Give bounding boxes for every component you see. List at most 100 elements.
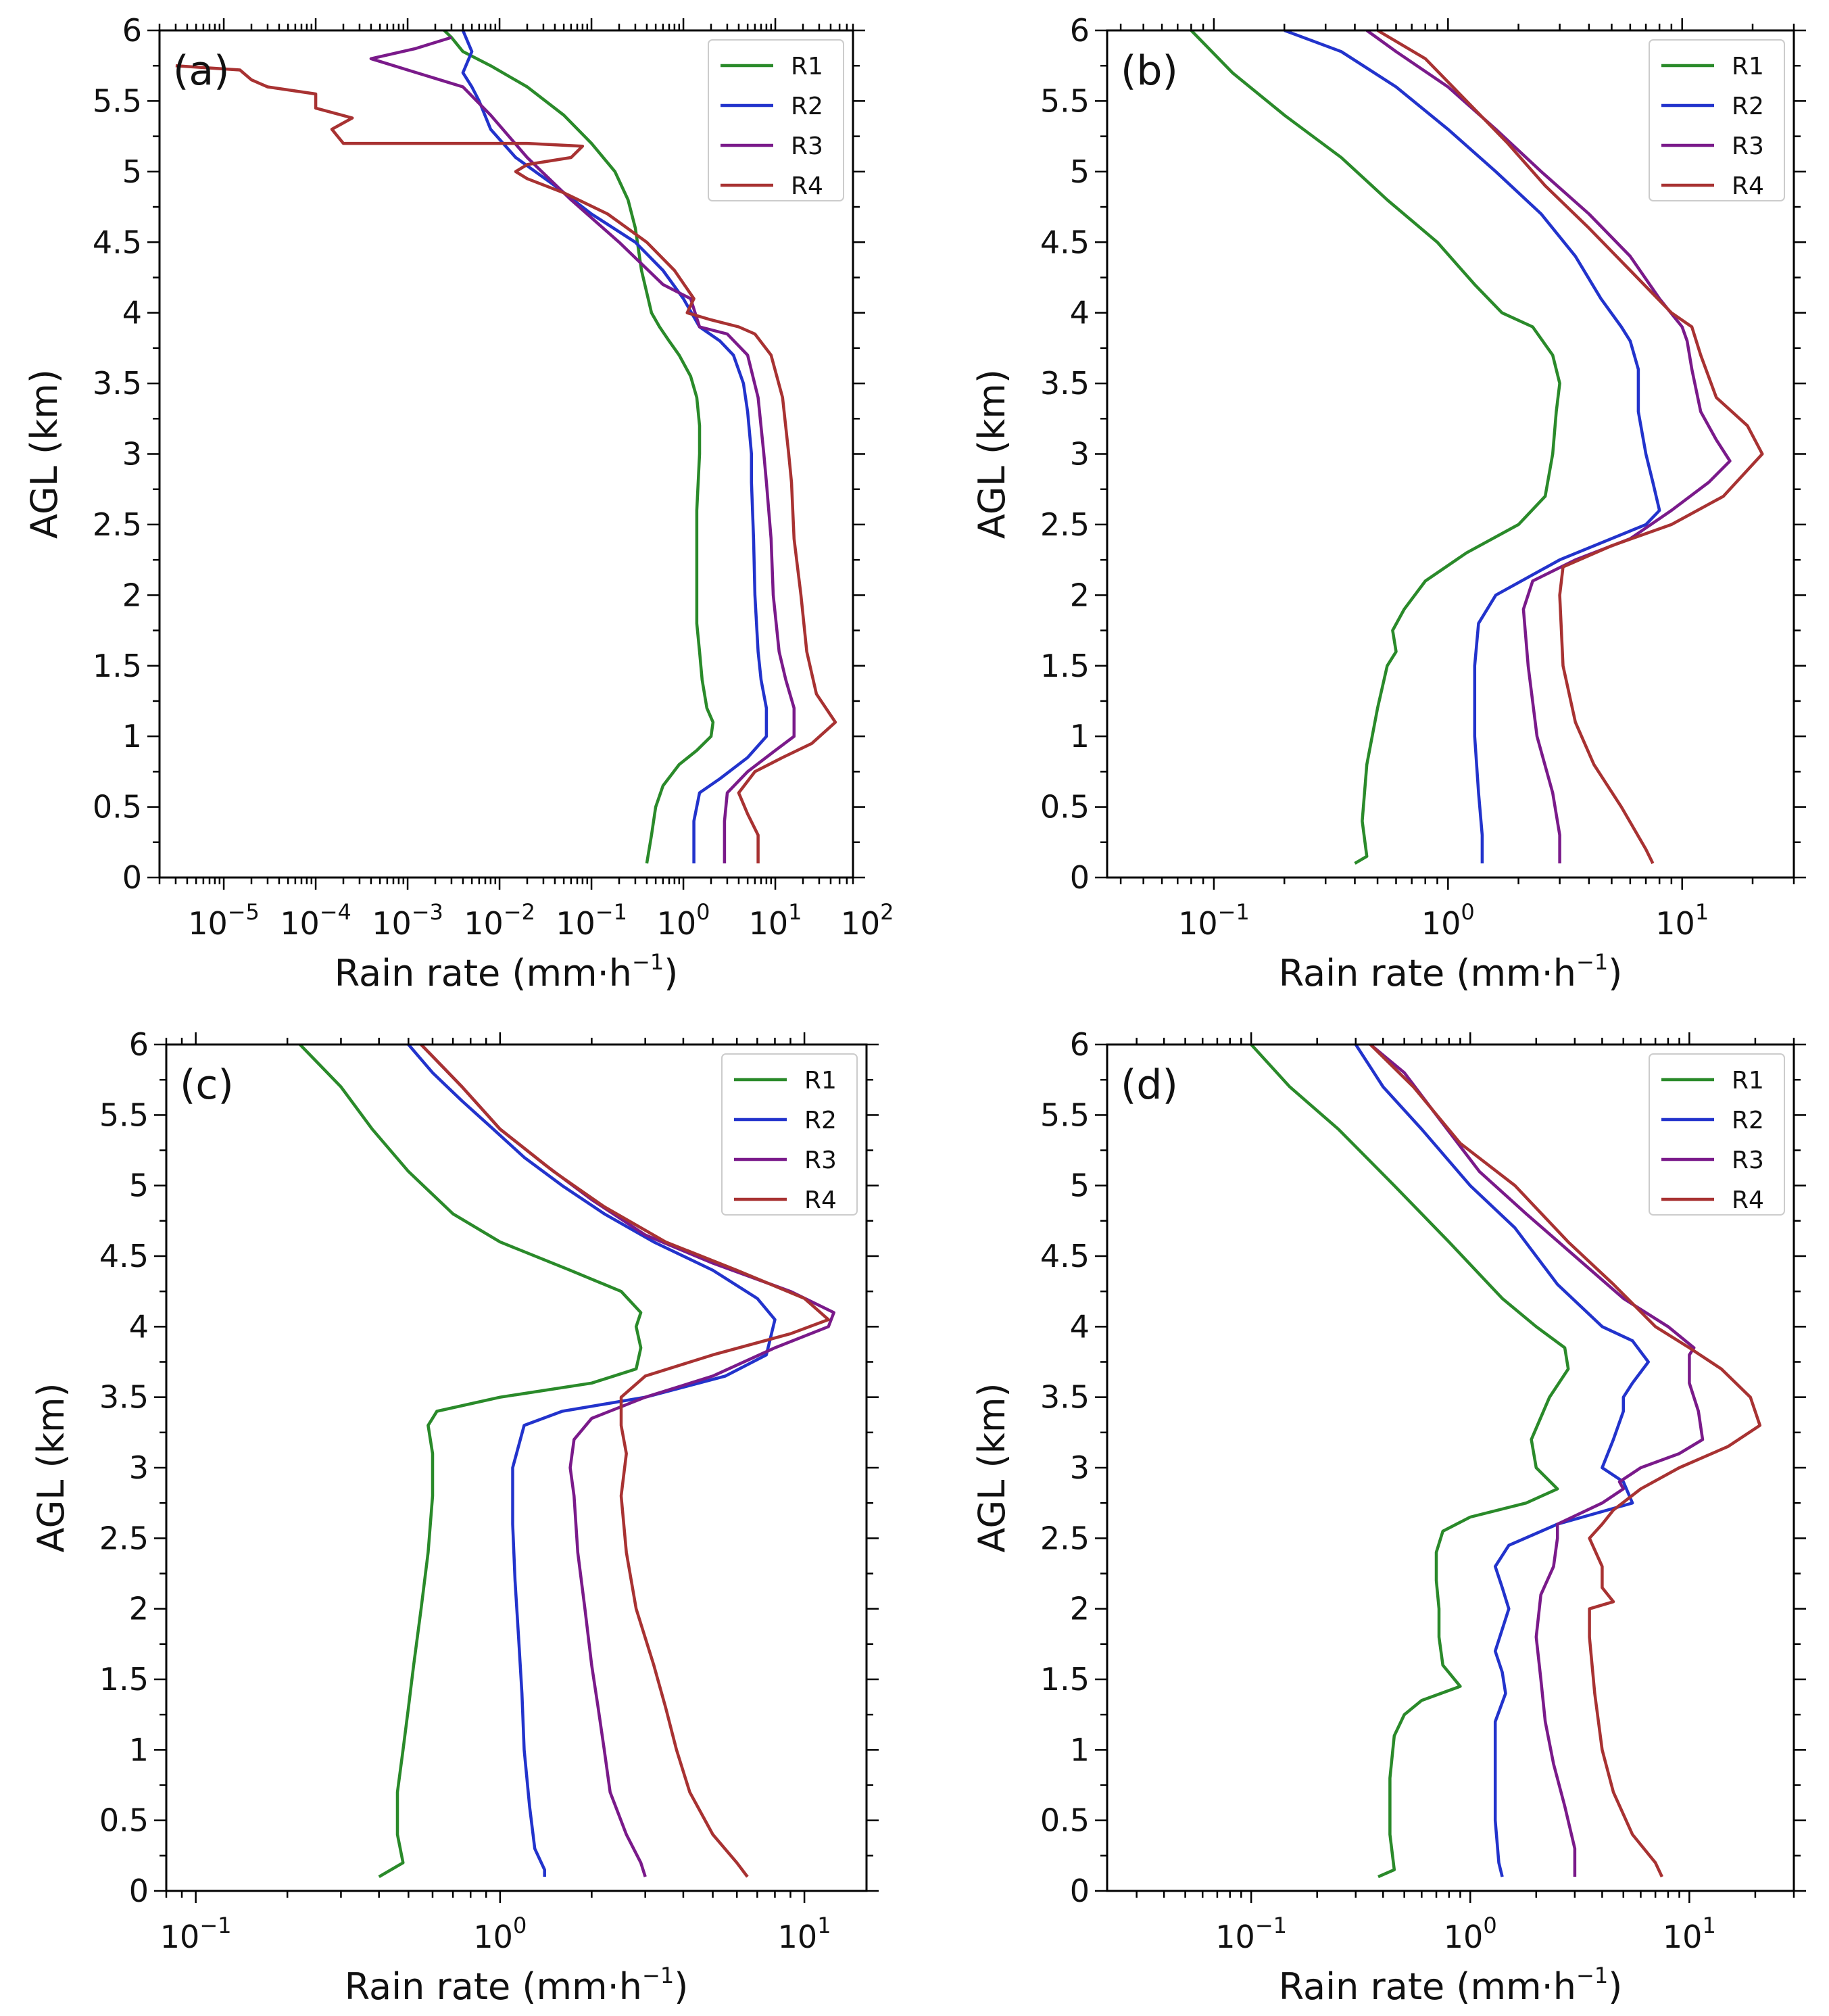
y-tick-label: 4.5 (99, 1238, 149, 1274)
y-tick-label: 2 (122, 577, 142, 613)
series-line-r3 (1365, 30, 1732, 864)
y-tick-label: 6 (122, 12, 142, 49)
x-tick-label: 101 (749, 899, 802, 942)
y-tick-label: 0 (1070, 859, 1090, 896)
chart-panel-a: 0 0.5 1 1.5 2 2.5 3 3.5 4 4.5 5 5.5 6 10−5 10−4 10−3 10−… (23, 12, 894, 994)
y-tick-label: 3 (129, 1449, 149, 1486)
y-tick-label: 2 (1070, 577, 1090, 613)
y-tick-label: 0 (129, 1873, 149, 1909)
legend-box (721, 1053, 858, 1216)
y-tick-label: 4 (1070, 295, 1090, 331)
legend-label-r4: R4 (791, 172, 823, 200)
y-tick-label: 5.5 (99, 1097, 149, 1133)
x-axis-label: Rain rate (mm·h−1) (1279, 1963, 1623, 2008)
y-tick-label: 1 (1070, 1731, 1090, 1768)
y-tick-label: 4.5 (1040, 224, 1090, 260)
legend-label-r2: R2 (791, 93, 823, 120)
y-tick-label: 1 (1070, 718, 1090, 754)
x-tick-label: 101 (1655, 899, 1709, 942)
legend-box (708, 39, 844, 201)
x-tick-label: 100 (657, 899, 710, 942)
x-tick-label: 10−1 (556, 899, 627, 942)
legend-label-r4: R4 (1732, 1186, 1764, 1214)
x-tick-label: 10−1 (1215, 1913, 1287, 1955)
legend: R1 R2 R3 R4 (721, 1053, 858, 1216)
series-line-r2 (407, 1045, 777, 1877)
series-line-r2 (461, 30, 769, 864)
x-tick-label: 10−5 (188, 899, 260, 942)
series-line-r2 (1354, 1045, 1650, 1877)
legend-label-r3: R3 (1732, 133, 1764, 160)
legend-box (1649, 1053, 1785, 1216)
y-tick-label: 1 (122, 718, 142, 754)
y-tick-label: 3 (122, 436, 142, 473)
y-tick-label: 2.5 (1040, 506, 1090, 543)
x-tick-label: 10−4 (280, 899, 351, 942)
y-tick-label: 1.5 (99, 1661, 149, 1698)
y-tick-label: 5.5 (93, 82, 142, 119)
y-tick-label: 6 (1070, 1026, 1090, 1063)
x-tick-label: 100 (473, 1913, 527, 1955)
y-tick-label: 5 (129, 1168, 149, 1204)
y-tick-label: 0.5 (1040, 789, 1090, 825)
x-tick-label: 100 (1444, 1913, 1497, 1955)
series-line-r1 (443, 30, 715, 864)
y-tick-label: 1.5 (1040, 1661, 1090, 1698)
x-axis-label: Rain rate (mm·h−1) (345, 1963, 689, 2008)
legend-label-r2: R2 (804, 1107, 837, 1134)
legend-box (1649, 39, 1785, 201)
y-tick-label: 2.5 (99, 1520, 149, 1556)
x-tick-label: 10−3 (372, 899, 443, 942)
y-tick-label: 3.5 (1040, 1379, 1090, 1416)
y-axis-label: AGL (km) (30, 1383, 72, 1552)
y-tick-label: 2.5 (1040, 1520, 1090, 1556)
y-axis-label: AGL (km) (23, 369, 66, 539)
y-tick-label: 0.5 (99, 1802, 149, 1839)
legend-label-r1: R1 (791, 53, 823, 80)
y-tick-label: 2.5 (93, 506, 142, 543)
y-tick-label: 5 (1070, 153, 1090, 190)
x-tick-label: 10−1 (1178, 899, 1250, 942)
y-tick-label: 4.5 (93, 224, 142, 260)
x-axis-label: Rain rate (mm·h−1) (335, 949, 679, 994)
legend-label-r3: R3 (1732, 1147, 1764, 1174)
x-tick-label: 100 (1421, 899, 1475, 942)
legend-label-r1: R1 (1732, 53, 1764, 80)
y-tick-label: 5.5 (1040, 1097, 1090, 1133)
series-line-r3 (1369, 1045, 1705, 1877)
y-tick-label: 6 (1070, 12, 1090, 49)
legend: R1 R2 R3 R4 (1649, 39, 1785, 201)
y-tick-label: 4 (1070, 1308, 1090, 1345)
y-tick-label: 4.5 (1040, 1238, 1090, 1274)
legend: R1 R2 R3 R4 (1649, 1053, 1785, 1216)
series-line-r1 (1250, 1045, 1570, 1879)
y-tick-label: 3 (1070, 1449, 1090, 1486)
y-tick-label: 1 (129, 1731, 149, 1768)
y-tick-label: 0 (122, 859, 142, 896)
legend: R1 R2 R3 R4 (708, 39, 844, 201)
y-tick-label: 0 (1070, 1873, 1090, 1909)
series-line-r4 (1369, 1045, 1762, 1878)
legend-label-r2: R2 (1732, 1107, 1764, 1134)
y-tick-label: 4 (122, 295, 142, 331)
series-line-r4 (420, 1045, 830, 1878)
legend-label-r4: R4 (1732, 172, 1764, 200)
series-line-r2 (1284, 30, 1661, 864)
legend-label-r2: R2 (1732, 93, 1764, 120)
y-tick-label: 5 (122, 153, 142, 190)
panel-label: (d) (1121, 1061, 1178, 1109)
x-tick-label: 102 (841, 899, 894, 942)
panel-label: (c) (180, 1061, 234, 1109)
y-tick-label: 1.5 (1040, 648, 1090, 684)
y-tick-label: 6 (129, 1026, 149, 1063)
series-line-r4 (175, 64, 837, 864)
panel-label: (a) (173, 47, 230, 95)
y-axis-label: AGL (km) (971, 1383, 1013, 1552)
y-tick-label: 5.5 (1040, 82, 1090, 119)
legend-label-r3: R3 (791, 133, 823, 160)
y-tick-label: 3.5 (93, 365, 142, 402)
series-line-r4 (1376, 30, 1764, 865)
y-tick-label: 2 (129, 1591, 149, 1627)
chart-panel-b: 0 0.5 1 1.5 2 2.5 3 3.5 4 4.5 5 5.5 6 10−1 100 101 Rain … (971, 12, 1806, 994)
